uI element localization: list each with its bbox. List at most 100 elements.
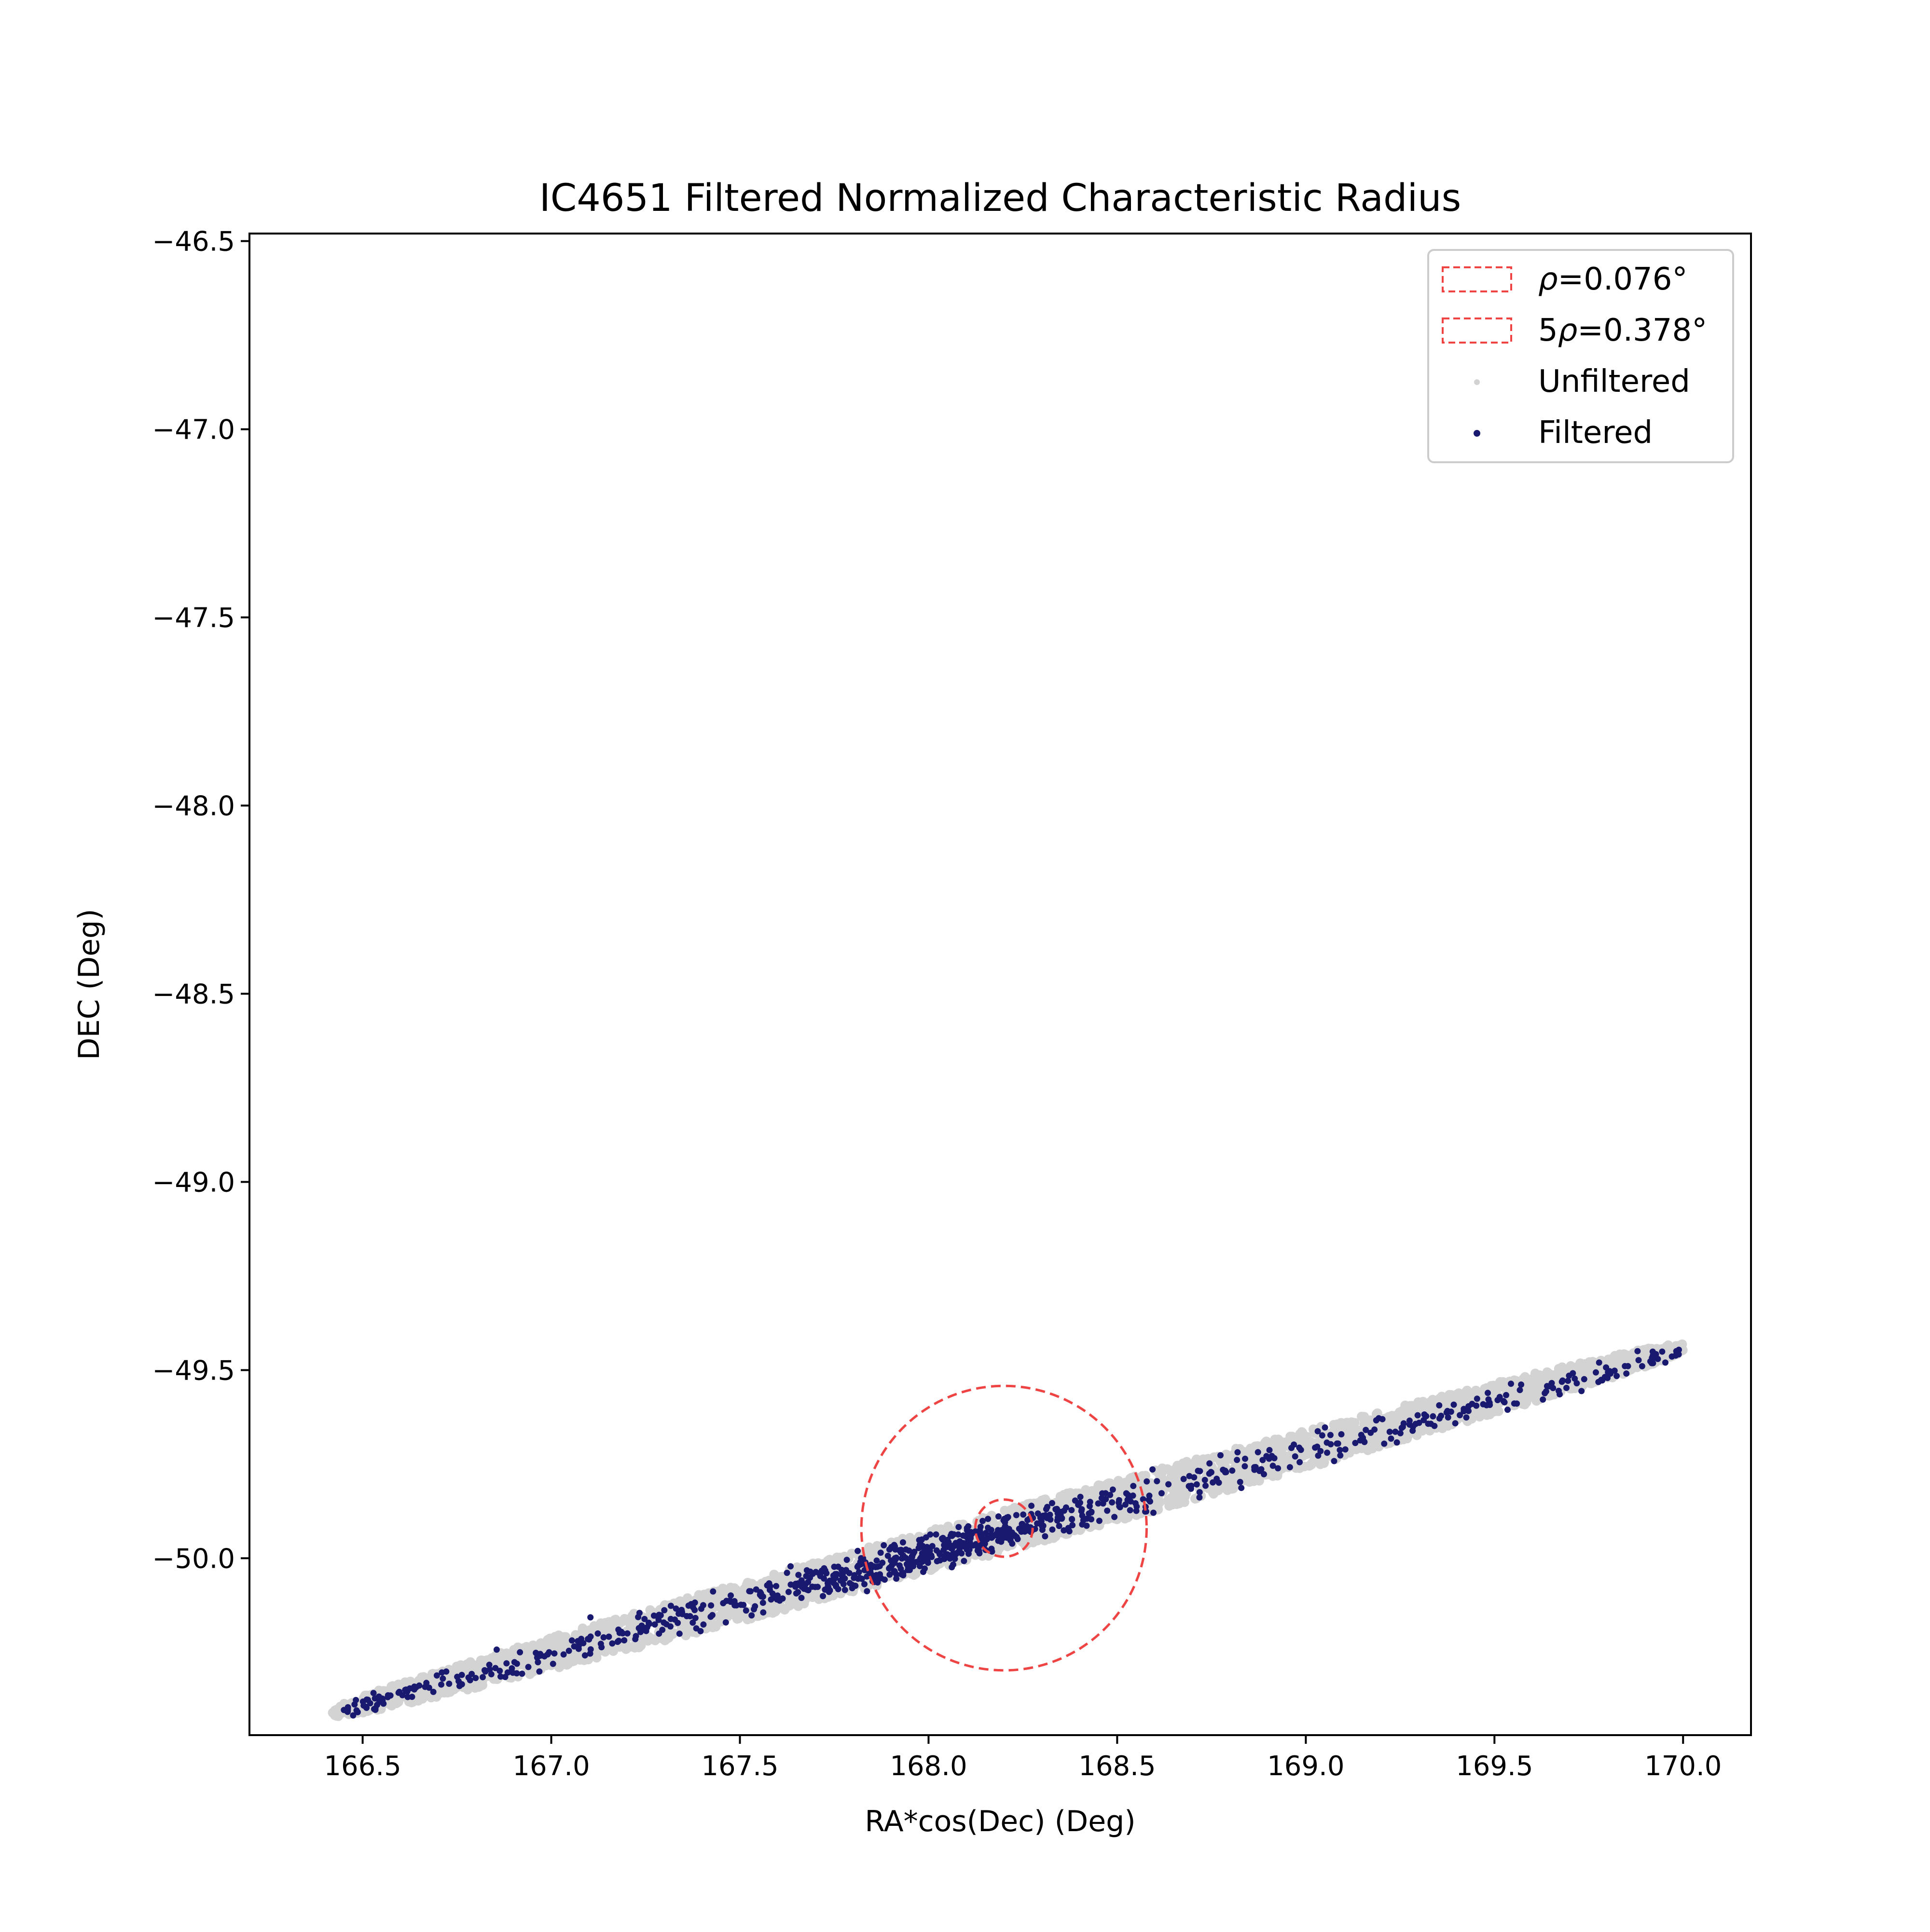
unfiltered-point — [541, 1660, 551, 1670]
filtered-point — [1623, 1370, 1630, 1377]
filtered-point — [1352, 1440, 1359, 1446]
filtered-point — [697, 1628, 704, 1634]
filtered-point — [1338, 1431, 1345, 1437]
filtered-point — [1154, 1478, 1160, 1485]
filtered-point — [1020, 1511, 1027, 1518]
filtered-point — [1111, 1514, 1118, 1520]
filtered-point — [893, 1554, 900, 1561]
filtered-point — [1079, 1521, 1086, 1528]
x-tick-label: 169.5 — [1456, 1751, 1533, 1782]
unfiltered-point — [1293, 1463, 1303, 1473]
unfiltered-point — [1615, 1349, 1625, 1359]
filtered-point — [998, 1538, 1005, 1545]
filtered-point — [636, 1610, 643, 1616]
filtered-point — [1158, 1490, 1165, 1497]
filtered-point — [1578, 1388, 1585, 1394]
filtered-point — [1006, 1526, 1012, 1532]
filtered-point — [1297, 1447, 1304, 1453]
filtered-point — [1072, 1497, 1078, 1504]
filtered-point — [1445, 1414, 1451, 1421]
circle-rho — [974, 1498, 1034, 1558]
filtered-point — [753, 1586, 759, 1593]
filtered-point — [1220, 1466, 1227, 1473]
unfiltered-point — [1351, 1444, 1361, 1454]
filtered-point — [676, 1630, 683, 1637]
filtered-point — [1241, 1463, 1248, 1470]
filtered-point — [956, 1541, 963, 1547]
filtered-point — [924, 1544, 930, 1550]
filtered-point — [1066, 1528, 1073, 1534]
unfiltered-point — [1275, 1439, 1285, 1449]
filtered-point — [661, 1607, 668, 1614]
filtered-point — [784, 1570, 790, 1576]
filtered-point — [396, 1688, 403, 1695]
x-tick-label: 167.5 — [701, 1751, 778, 1782]
filtered-point — [517, 1649, 524, 1656]
filtered-point — [1088, 1509, 1095, 1516]
filtered-point — [456, 1683, 463, 1689]
filtered-point — [873, 1557, 880, 1564]
filtered-point — [1047, 1511, 1053, 1518]
filtered-point — [801, 1586, 808, 1592]
filtered-point — [870, 1563, 877, 1570]
filtered-point — [941, 1556, 948, 1562]
y-tick-label: −50.0 — [152, 1543, 235, 1574]
filtered-point — [767, 1583, 773, 1589]
filtered-point — [838, 1567, 845, 1573]
filtered-point — [1104, 1507, 1111, 1514]
unfiltered-point — [742, 1580, 752, 1590]
filtered-point — [965, 1550, 972, 1557]
filtered-point — [1337, 1447, 1343, 1453]
filtered-point — [944, 1536, 951, 1543]
unfiltered-point — [569, 1653, 579, 1663]
filtered-point — [641, 1626, 648, 1632]
filtered-point — [1296, 1459, 1303, 1465]
filtered-point — [1206, 1460, 1213, 1467]
unfiltered-point — [1533, 1375, 1544, 1385]
filtered-point — [916, 1541, 923, 1548]
filtered-point — [620, 1630, 626, 1637]
filtered-point — [1596, 1359, 1602, 1366]
unfiltered-point — [1234, 1465, 1244, 1476]
filtered-point — [1410, 1423, 1416, 1430]
unfiltered-point — [825, 1555, 835, 1565]
filtered-point — [655, 1614, 662, 1621]
filtered-point — [1335, 1440, 1341, 1447]
unfiltered-point — [413, 1694, 423, 1704]
filtered-point — [1397, 1430, 1404, 1436]
filtered-point — [933, 1531, 939, 1538]
filtered-point — [855, 1569, 862, 1575]
filtered-point — [1044, 1504, 1050, 1510]
unfiltered-point — [709, 1620, 719, 1630]
unfiltered-point — [1461, 1392, 1471, 1402]
filtered-point — [826, 1588, 832, 1595]
filtered-point — [720, 1600, 727, 1606]
filtered-point — [1234, 1449, 1241, 1456]
filtered-point — [1213, 1476, 1220, 1482]
plot-frame — [248, 233, 1752, 1736]
filtered-point — [813, 1569, 819, 1575]
legend-label-unfiltered: Unfiltered — [1538, 364, 1690, 400]
filtered-point — [1099, 1490, 1105, 1497]
filtered-point — [1559, 1377, 1566, 1384]
filtered-point — [950, 1550, 957, 1557]
filtered-point — [1331, 1458, 1337, 1464]
filtered-point — [1117, 1504, 1123, 1511]
filtered-point — [929, 1543, 936, 1549]
filtered-point — [1242, 1455, 1248, 1462]
legend: ρ=0.076° 5ρ=0.378° Unfiltered Filtered — [1427, 249, 1734, 463]
filtered-point — [1142, 1508, 1148, 1515]
filtered-point — [1196, 1489, 1203, 1495]
filtered-point — [846, 1580, 853, 1587]
filtered-point — [1150, 1509, 1157, 1516]
filtered-point — [1063, 1504, 1069, 1511]
filtered-point — [1079, 1512, 1086, 1519]
filtered-point — [1140, 1496, 1146, 1503]
filtered-point — [1314, 1428, 1321, 1435]
filtered-point — [1086, 1503, 1093, 1509]
filtered-point — [486, 1666, 493, 1673]
filtered-point — [1180, 1476, 1187, 1482]
unfiltered-point — [1105, 1478, 1115, 1489]
filtered-point — [609, 1640, 616, 1647]
